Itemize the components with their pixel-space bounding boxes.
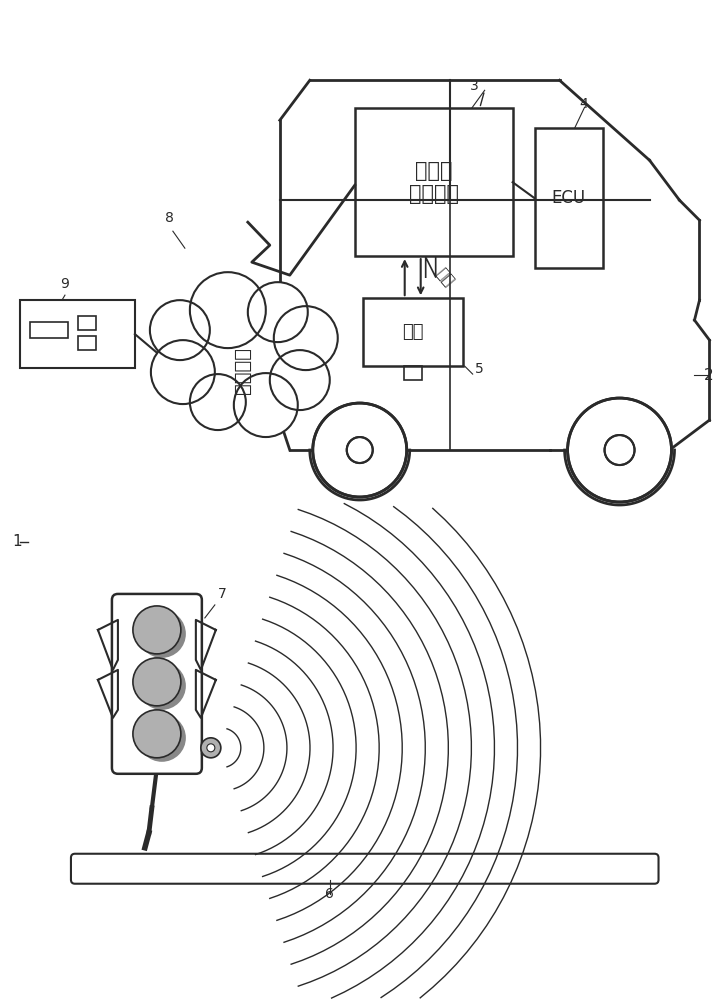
Bar [78, 316, 96, 330]
Text: 3: 3 [470, 79, 478, 93]
Bar [404, 366, 422, 380]
Text: 7: 7 [218, 587, 227, 601]
Circle shape [190, 374, 246, 430]
Circle shape [274, 306, 338, 370]
Circle shape [190, 272, 266, 348]
FancyBboxPatch shape [71, 854, 658, 884]
Text: 相机: 相机 [402, 323, 424, 341]
Bar [363, 298, 462, 366]
Circle shape [138, 714, 186, 762]
Bar [78, 336, 96, 350]
Circle shape [138, 610, 186, 658]
Polygon shape [98, 620, 118, 670]
Text: 6: 6 [326, 887, 334, 901]
Polygon shape [98, 670, 118, 718]
Circle shape [313, 403, 407, 497]
Bar [30, 322, 68, 338]
Polygon shape [196, 670, 216, 718]
Circle shape [150, 300, 210, 360]
Text: 8: 8 [165, 211, 174, 225]
Bar [20, 300, 135, 368]
Circle shape [198, 320, 288, 410]
Circle shape [248, 282, 308, 342]
Circle shape [568, 398, 672, 502]
Circle shape [133, 710, 181, 758]
Text: 9: 9 [60, 277, 70, 291]
Bar [355, 108, 513, 256]
Bar [201, 742, 211, 754]
Text: 4: 4 [579, 97, 589, 111]
Circle shape [270, 350, 330, 410]
Text: ECU: ECU [551, 189, 586, 207]
Text: 移动体
管理装置: 移动体 管理装置 [409, 161, 459, 204]
FancyBboxPatch shape [112, 594, 202, 774]
Text: 蓝牙: 蓝牙 [432, 265, 456, 289]
Text: 通信网络: 通信网络 [233, 347, 252, 394]
Circle shape [206, 744, 215, 752]
Text: 1: 1 [12, 534, 22, 549]
Circle shape [133, 658, 181, 706]
Polygon shape [196, 620, 216, 670]
Circle shape [151, 340, 215, 404]
Circle shape [201, 738, 221, 758]
Bar [535, 128, 602, 268]
Circle shape [133, 606, 181, 654]
Text: 5: 5 [475, 362, 483, 376]
Circle shape [234, 373, 298, 437]
Text: 2: 2 [703, 368, 713, 383]
Circle shape [138, 662, 186, 710]
